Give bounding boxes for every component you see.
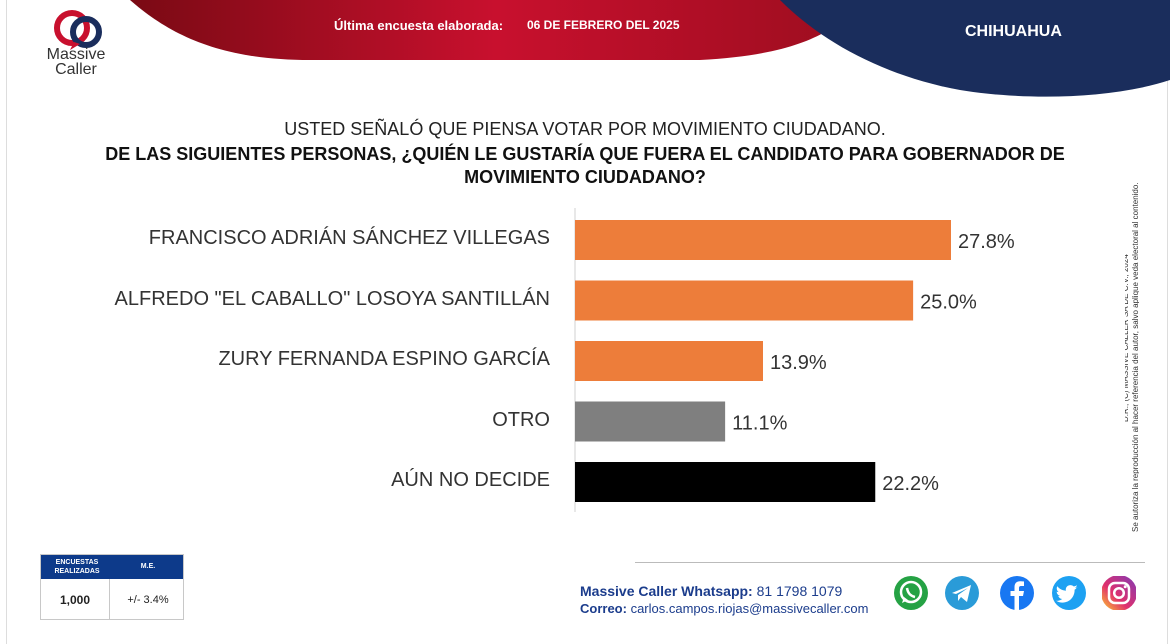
- footer-divider: [635, 562, 1145, 563]
- question-title: DE LAS SIGUIENTES PERSONAS, ¿QUIÉN LE GU…: [105, 144, 1065, 187]
- margin-error-header: M.E.: [140, 563, 156, 570]
- telegram-icon[interactable]: [944, 575, 980, 611]
- info-divider: [109, 579, 110, 619]
- page-frame: [6, 0, 1168, 644]
- email-label: Correo:: [580, 601, 627, 616]
- whatsapp-icon[interactable]: [893, 575, 929, 611]
- survey-label: Última encuesta elaborada:: [334, 18, 504, 33]
- bar-value-label-3: 11.1%: [732, 413, 787, 435]
- category-label-1: ALFREDO "EL CABALLO" LOSOYA SANTILLÁN: [114, 287, 550, 310]
- question-intro: USTED SEÑALÓ QUE PIENSA VOTAR POR MOVIMI…: [284, 119, 886, 139]
- facebook-icon[interactable]: [999, 575, 1035, 611]
- logo-name-line2: Caller: [55, 61, 97, 78]
- survey-date: 06 DE FEBRERO DEL 2025: [527, 18, 680, 32]
- email-contact: Correo: carlos.campos.riojas@massivecall…: [580, 601, 868, 616]
- twitter-icon[interactable]: [1051, 575, 1087, 611]
- category-label-3: OTRO: [492, 408, 550, 431]
- bar-1: [575, 280, 914, 321]
- survey-info-table: ENCUESTAS REALIZADAS M.E. 1,000 +/- 3.4%: [40, 554, 184, 620]
- logo-icon: [54, 10, 102, 50]
- info-table-header: ENCUESTAS REALIZADAS M.E.: [41, 555, 183, 579]
- bar-value-label-2: 13.9%: [770, 352, 827, 374]
- logo-name-line1: Massive: [46, 46, 106, 63]
- bar-value-label-1: 25.0%: [920, 292, 977, 314]
- surveys-value: 1,000: [59, 593, 91, 607]
- category-label-2: ZURY FERNANDA ESPINO GARCÍA: [218, 348, 550, 370]
- category-label-4: AÚN NO DECIDE: [391, 469, 550, 491]
- bar-value-label-4: 22.2%: [882, 473, 939, 495]
- bar-3: [575, 401, 726, 442]
- copyright-line2: Se autoriza la reproducción al hacer ref…: [1131, 182, 1139, 532]
- email-address[interactable]: carlos.campos.riojas@massivecaller.com: [630, 601, 869, 616]
- bar-2: [575, 341, 763, 381]
- header-banner: [130, 0, 1170, 97]
- copyright-line1: D.R., (C) MASSIVE CALLER SA DE C.V., 202…: [1125, 254, 1130, 422]
- bar-4: [575, 462, 876, 502]
- massive-caller-logo: [40, 8, 120, 88]
- instagram-icon[interactable]: [1101, 575, 1137, 611]
- margin-error-value: +/- 3.4%: [127, 594, 169, 606]
- whatsapp-contact: Massive Caller Whatsapp: 81 1798 1079: [580, 583, 842, 599]
- copyright-note: D.R., (C) MASSIVE CALLER SA DE C.V., 202…: [1125, 182, 1139, 532]
- whatsapp-label: Massive Caller Whatsapp:: [580, 583, 753, 599]
- surveys-header: ENCUESTAS REALIZADAS: [54, 559, 100, 575]
- bar-value-label-0: 27.8%: [958, 231, 1015, 253]
- region-label: CHIHUAHUA: [965, 23, 1062, 40]
- category-label-0: FRANCISCO ADRIÁN SÁNCHEZ VILLEGAS: [148, 227, 550, 249]
- whatsapp-number[interactable]: 81 1798 1079: [756, 583, 843, 599]
- bar-0: [575, 220, 951, 260]
